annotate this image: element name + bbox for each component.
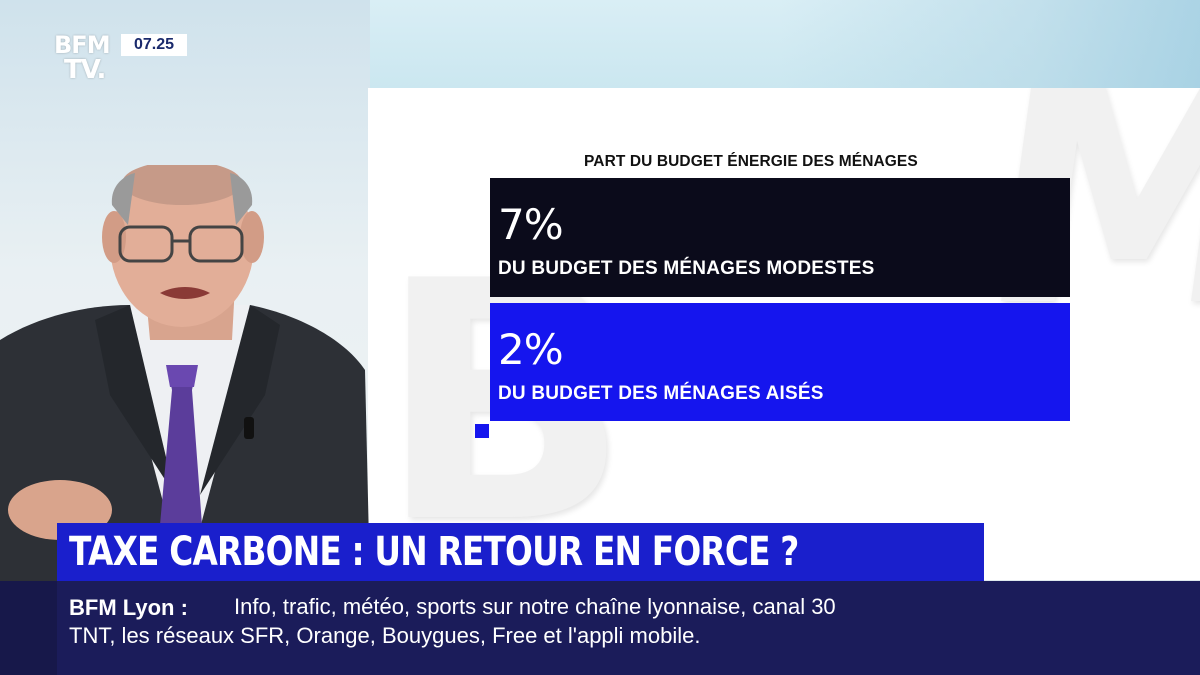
headline-text: TAXE CARBONE : UN RETOUR EN FORCE ? [69, 529, 799, 575]
ticker-text-line2: TNT, les réseaux SFR, Orange, Bouygues, … [69, 623, 701, 648]
ticker-band [57, 581, 1200, 675]
stat-card-wealthy: 2% DU BUDGET DES MÉNAGES AISÉS [490, 303, 1070, 421]
stat-percent: 7% [498, 200, 564, 249]
stat-card-modest: 7% DU BUDGET DES MÉNAGES MODESTES [490, 178, 1070, 297]
headline-banner: TAXE CARBONE : UN RETOUR EN FORCE ? [57, 523, 984, 581]
logo-text-top: BFM [54, 31, 111, 59]
stat-label: DU BUDGET DES MÉNAGES MODESTES [498, 258, 875, 279]
clock-badge: 07.25 [121, 34, 187, 56]
stat-label: DU BUDGET DES MÉNAGES AISÉS [498, 383, 824, 404]
presenter [0, 165, 370, 585]
infographic-title: PART DU BUDGET ÉNERGIE DES MÉNAGES [584, 153, 918, 170]
bfmtv-logo: BFM TV. [54, 31, 118, 87]
stat-percent: 2% [498, 325, 564, 374]
logo-text-bottom: TV. [64, 55, 106, 85]
ticker-text-line1: Info, trafic, météo, sports sur notre ch… [234, 594, 836, 619]
ticker-source: BFM Lyon : [69, 595, 188, 620]
accent-square [475, 424, 489, 438]
